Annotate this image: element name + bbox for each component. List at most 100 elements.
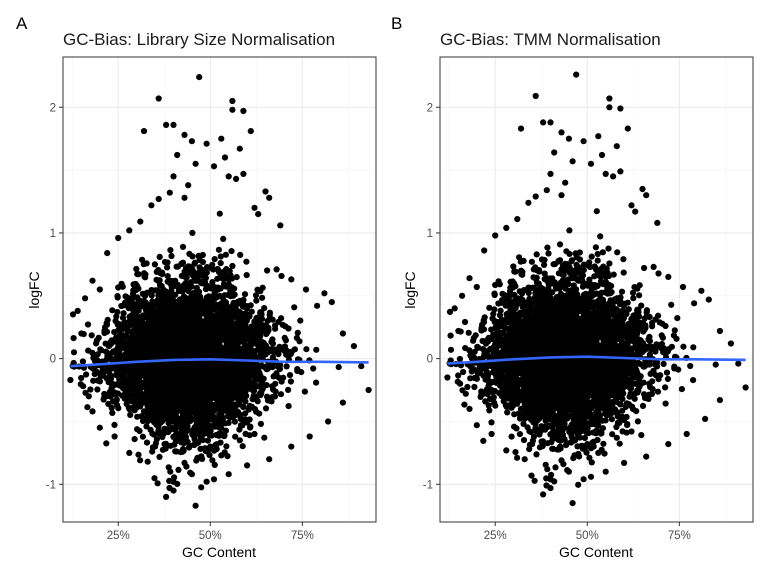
data-point	[231, 380, 237, 386]
data-point	[244, 462, 250, 468]
data-point	[265, 397, 271, 403]
data-point	[115, 235, 121, 241]
data-point	[108, 373, 114, 379]
data-point	[202, 320, 208, 326]
data-point	[177, 401, 183, 407]
data-point	[258, 421, 264, 427]
data-point	[198, 453, 204, 459]
data-point	[228, 315, 234, 321]
data-point	[228, 248, 234, 254]
data-point	[252, 318, 258, 324]
data-point	[157, 254, 163, 260]
data-point	[240, 443, 246, 449]
data-point	[207, 444, 213, 450]
panel-tag-b: B	[391, 14, 402, 33]
data-point	[237, 146, 243, 152]
data-point	[126, 450, 132, 456]
data-point	[242, 398, 248, 404]
data-point	[181, 132, 187, 138]
chart-title-a: GC-Bias: Library Size Normalisation	[63, 30, 335, 49]
data-point	[199, 272, 205, 278]
data-point	[113, 334, 119, 340]
data-point	[181, 195, 187, 201]
data-point	[212, 256, 218, 262]
data-point	[98, 373, 104, 379]
data-point	[215, 398, 221, 404]
data-point	[240, 171, 246, 177]
data-point	[218, 260, 224, 266]
data-point	[193, 458, 199, 464]
data-point	[104, 250, 110, 256]
data-point	[187, 390, 193, 396]
y-tick-label-a: -1	[46, 479, 56, 491]
data-point	[167, 427, 173, 433]
data-point	[142, 415, 148, 421]
data-point	[237, 252, 243, 258]
data-point	[166, 464, 172, 470]
data-point	[120, 355, 126, 361]
data-point	[114, 309, 120, 315]
data-point	[183, 301, 189, 307]
data-point	[248, 380, 254, 386]
data-point	[71, 349, 77, 355]
data-point	[163, 122, 169, 128]
data-point	[302, 389, 308, 395]
data-point	[137, 219, 143, 225]
data-point	[253, 292, 259, 298]
data-point	[263, 405, 269, 411]
data-point	[134, 271, 140, 277]
data-point	[156, 196, 162, 202]
data-point	[193, 503, 199, 509]
data-point	[209, 457, 215, 463]
data-point	[185, 182, 191, 188]
data-point	[268, 339, 274, 345]
data-point	[191, 442, 197, 448]
data-point	[215, 380, 221, 386]
data-point	[223, 395, 229, 401]
data-point	[240, 108, 246, 114]
data-point	[150, 308, 156, 314]
data-point	[218, 371, 224, 377]
data-point	[170, 479, 176, 485]
data-point	[170, 122, 176, 128]
data-point	[275, 351, 281, 357]
data-point	[193, 270, 199, 276]
data-point	[237, 348, 243, 354]
data-point	[117, 321, 123, 327]
data-point	[234, 324, 240, 330]
data-point	[291, 304, 297, 310]
data-point	[164, 259, 170, 265]
data-point	[189, 307, 195, 313]
data-point	[204, 283, 210, 289]
data-point	[581, 476, 587, 482]
data-point	[183, 313, 189, 319]
data-point	[135, 452, 141, 458]
data-point	[180, 244, 186, 250]
data-point	[288, 276, 294, 282]
data-point	[161, 322, 167, 328]
panel-a: A GC-Bias: Library Size Normalisation 25…	[16, 14, 376, 560]
data-point	[223, 443, 229, 449]
data-point	[182, 324, 188, 330]
data-point	[261, 435, 267, 441]
data-point	[243, 259, 249, 265]
data-point	[557, 241, 563, 247]
data-point	[82, 295, 88, 301]
data-point	[139, 257, 145, 263]
data-point	[242, 416, 248, 422]
data-point	[211, 284, 217, 290]
data-point	[226, 173, 232, 179]
data-point	[104, 353, 110, 359]
data-point	[278, 345, 284, 351]
data-point	[139, 367, 145, 373]
data-point	[213, 348, 219, 354]
data-point	[544, 245, 550, 251]
data-point	[218, 253, 224, 259]
data-point	[121, 310, 127, 316]
data-point	[243, 431, 249, 437]
data-point	[340, 400, 346, 406]
data-point	[248, 128, 254, 134]
